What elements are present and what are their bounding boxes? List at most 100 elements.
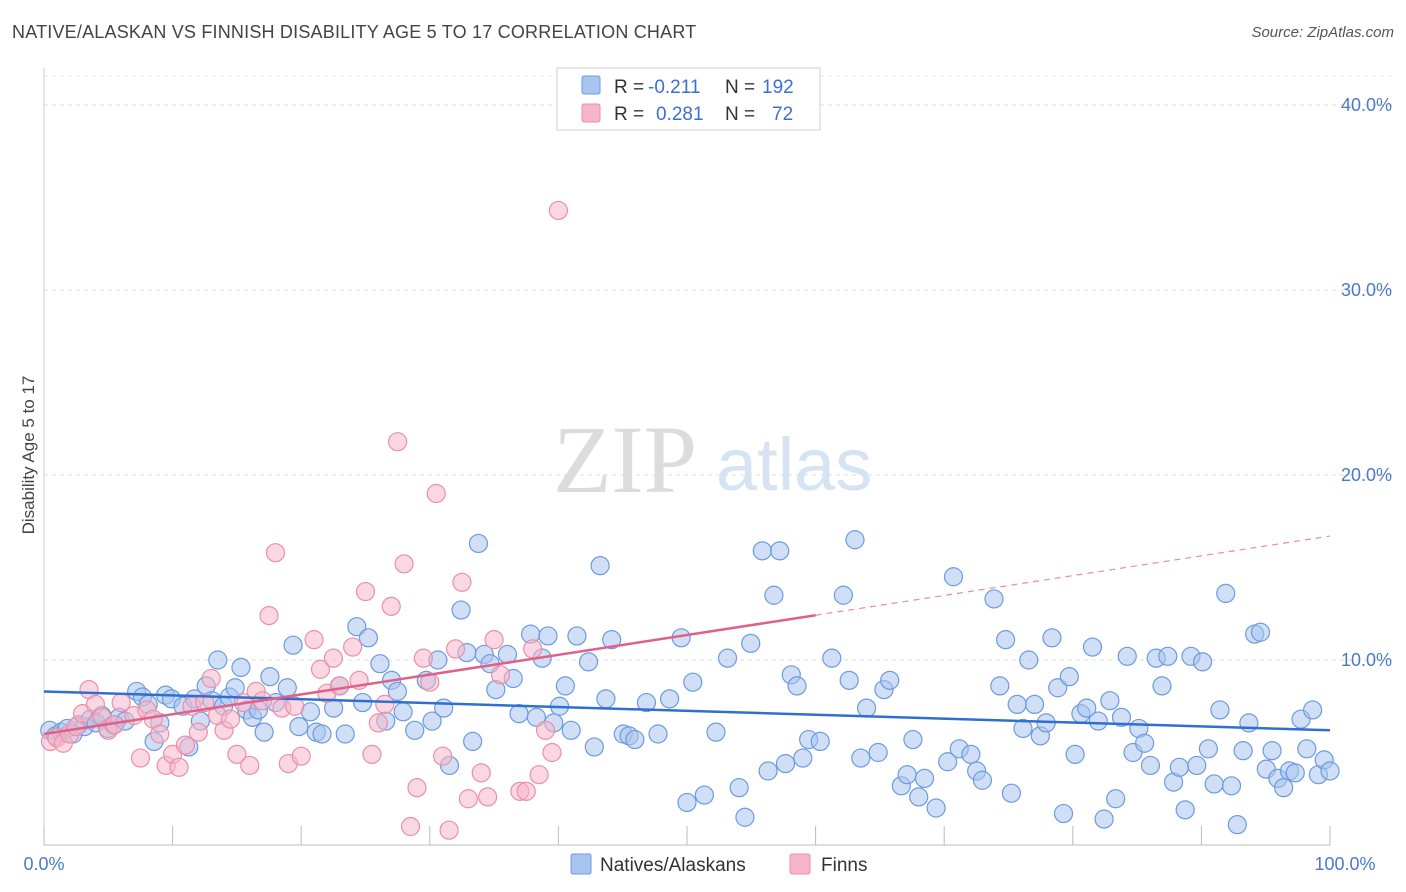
point bbox=[490, 665, 511, 685]
point bbox=[636, 692, 657, 713]
point bbox=[1262, 741, 1282, 761]
point bbox=[478, 787, 498, 807]
point bbox=[602, 630, 622, 650]
point bbox=[770, 541, 790, 561]
point bbox=[150, 724, 170, 744]
point bbox=[914, 768, 935, 789]
y-tick-label: 40.0% bbox=[1341, 95, 1392, 115]
watermark-atlas-text: atlas bbox=[716, 423, 872, 506]
point bbox=[283, 635, 303, 655]
point bbox=[903, 729, 923, 750]
point bbox=[775, 753, 796, 774]
y-tick-label: 30.0% bbox=[1341, 280, 1392, 300]
point bbox=[289, 716, 309, 737]
point bbox=[1065, 744, 1085, 764]
point bbox=[420, 672, 440, 692]
point bbox=[388, 432, 408, 452]
x-axis-ticks bbox=[43, 826, 1331, 845]
point bbox=[335, 724, 355, 744]
point bbox=[1320, 761, 1340, 781]
point bbox=[729, 778, 749, 798]
point bbox=[323, 648, 343, 668]
point bbox=[1001, 783, 1021, 803]
legend-bottom-swatch-finns bbox=[789, 853, 811, 875]
point bbox=[926, 798, 946, 818]
point bbox=[897, 765, 917, 785]
point bbox=[195, 692, 215, 713]
legend-r-label-natives: R = bbox=[614, 77, 644, 98]
point bbox=[1204, 774, 1224, 794]
point bbox=[1019, 650, 1039, 670]
point bbox=[810, 731, 830, 752]
point bbox=[526, 707, 546, 727]
point bbox=[201, 668, 221, 689]
point bbox=[265, 543, 286, 563]
point bbox=[535, 720, 556, 740]
point bbox=[516, 781, 536, 801]
point bbox=[1100, 691, 1120, 711]
point bbox=[405, 720, 425, 740]
point bbox=[1088, 711, 1108, 731]
point bbox=[227, 744, 247, 764]
point bbox=[909, 787, 929, 807]
point bbox=[413, 648, 433, 668]
point bbox=[355, 581, 376, 602]
point bbox=[291, 746, 311, 766]
point bbox=[188, 722, 208, 742]
legend-n-label-natives: N = bbox=[725, 77, 755, 98]
point bbox=[833, 585, 854, 605]
point bbox=[1227, 815, 1247, 835]
point bbox=[787, 676, 807, 696]
point bbox=[1187, 755, 1207, 776]
point bbox=[426, 483, 446, 504]
point bbox=[353, 692, 373, 713]
point bbox=[542, 742, 562, 763]
point bbox=[254, 722, 274, 742]
point bbox=[694, 785, 714, 805]
point bbox=[381, 596, 401, 616]
point bbox=[735, 807, 755, 827]
point bbox=[561, 720, 581, 740]
point bbox=[347, 617, 367, 637]
point bbox=[400, 816, 421, 837]
point bbox=[741, 633, 761, 653]
point bbox=[996, 630, 1016, 650]
point bbox=[433, 746, 453, 766]
point bbox=[961, 744, 981, 764]
point bbox=[868, 742, 888, 763]
point bbox=[1152, 676, 1172, 696]
point bbox=[1274, 778, 1294, 798]
point bbox=[375, 694, 395, 715]
legend-r-value-natives: -0.211 bbox=[648, 77, 700, 98]
point bbox=[717, 648, 738, 668]
point bbox=[484, 630, 504, 650]
y-tick-label: 10.0% bbox=[1341, 650, 1392, 670]
point bbox=[358, 628, 378, 648]
trend-lines bbox=[43, 535, 1331, 736]
legend-n-value-finns: 72 bbox=[772, 104, 793, 125]
point bbox=[648, 724, 668, 744]
point bbox=[175, 735, 196, 755]
point bbox=[458, 789, 478, 809]
point bbox=[596, 689, 616, 709]
point bbox=[1221, 776, 1242, 796]
point bbox=[822, 648, 842, 668]
point bbox=[445, 639, 466, 659]
point bbox=[1285, 763, 1305, 783]
y-tick-labels: 10.0% 20.0% 30.0% 40.0% bbox=[1341, 95, 1392, 670]
point bbox=[880, 670, 900, 690]
point bbox=[1007, 694, 1027, 715]
point bbox=[130, 748, 151, 768]
point bbox=[393, 702, 413, 722]
point bbox=[312, 724, 332, 744]
legend-top-box bbox=[556, 67, 821, 131]
point bbox=[1216, 583, 1236, 604]
chart-source: Source: ZipAtlas.com bbox=[1251, 24, 1394, 41]
point bbox=[1111, 707, 1132, 727]
legend-r-value-finns: 0.281 bbox=[656, 104, 704, 125]
point bbox=[468, 533, 489, 554]
point bbox=[387, 681, 407, 702]
point bbox=[1094, 809, 1114, 829]
point bbox=[277, 678, 297, 698]
